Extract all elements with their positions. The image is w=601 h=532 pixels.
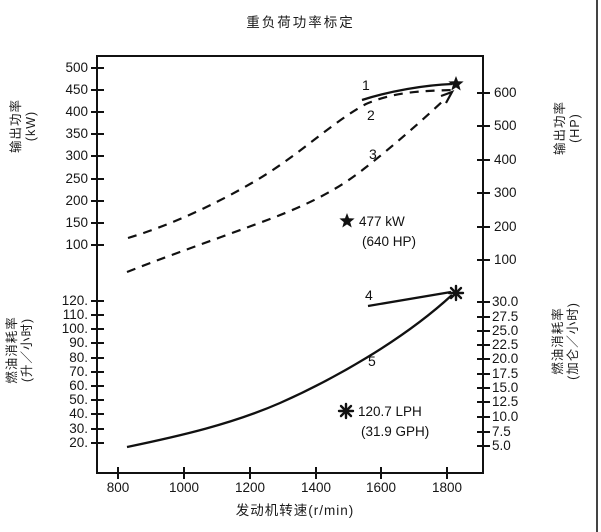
tick-label: 800 (106, 480, 130, 495)
tick-label: 250 (65, 171, 88, 186)
tick-label: 20. (69, 435, 88, 450)
tick-label: 300 (494, 185, 517, 200)
tick-label: 450 (65, 82, 88, 97)
curve-3 (126, 97, 447, 274)
asterisk-marker-plot (447, 284, 465, 302)
tick-label: 10.0 (492, 409, 519, 424)
tick-label: 100 (494, 252, 517, 267)
curve-label-4: 4 (365, 287, 373, 303)
tick-label: 200 (65, 193, 88, 208)
tick-label: 22.5 (492, 337, 519, 352)
curve-5 (126, 294, 453, 449)
axis-unit-text: (kW) (24, 110, 38, 142)
annotation-line: (640 HP) (362, 234, 417, 249)
tick-label: 1600 (365, 480, 397, 495)
tick-label: 200 (494, 219, 517, 234)
tick-label: 30. (69, 421, 88, 436)
tick-label: 1200 (234, 480, 266, 495)
annotation-rated-power: 477 kW (640 HP) (359, 212, 416, 252)
tick-label: 30.0 (492, 294, 519, 309)
annotation-line: 477 kW (359, 214, 405, 229)
axis-label-output-power-kw: 输出功率 (kW) (9, 91, 39, 161)
tick-label: 1000 (168, 480, 200, 495)
tick-label: 17.5 (492, 366, 519, 381)
axis-unit-text: (HP) (568, 113, 582, 143)
tick-label: 110. (62, 307, 88, 322)
asterisk-marker-legend (337, 402, 355, 420)
plot-frame (96, 55, 484, 474)
curve-3-arrowhead (440, 89, 455, 104)
tick-label: 1800 (431, 480, 463, 495)
tick-label: 350 (65, 126, 88, 141)
curve-4 (367, 290, 452, 308)
tick-label: 20.0 (492, 351, 519, 366)
tick-label: 60. (69, 378, 88, 393)
x-axis-ticks (117, 467, 448, 479)
axis-label-text: 输出功率 (553, 101, 567, 156)
axis-label-fuel-rate-gph: 燃油消耗率 (加仑／小时) (551, 295, 581, 387)
axis-unit-text: (加仑／小时) (566, 302, 580, 380)
tick-label: 120. (61, 293, 88, 308)
tick-label: 1400 (300, 480, 332, 495)
tick-label: 400 (494, 152, 517, 167)
tick-label: 600 (494, 85, 517, 100)
right-axis-ticks (477, 92, 490, 447)
curve-label-1: 1 (362, 77, 370, 93)
tick-label: 7.5 (492, 424, 511, 439)
axis-unit-text: (升／小时) (20, 317, 34, 383)
tick-label: 150 (65, 215, 88, 230)
curve-label-3: 3 (369, 146, 377, 162)
star-marker-legend (339, 213, 355, 228)
annotation-line: (31.9 GPH) (361, 424, 430, 439)
tick-label: 400 (65, 104, 88, 119)
left-axis-ticks (91, 67, 104, 444)
scan-edge-line (596, 0, 598, 532)
chart-title: 重负荷功率标定 (246, 15, 355, 30)
tick-label: 100 (65, 237, 88, 252)
curve-label-5: 5 (368, 353, 376, 369)
curve-label-2: 2 (367, 107, 375, 123)
annotation-fuel-consumption: 120.7 LPH (31.9 GPH) (358, 402, 429, 442)
tick-label: 80. (69, 350, 88, 365)
tick-label: 100. (61, 321, 88, 336)
tick-label: 500 (494, 118, 517, 133)
tick-label: 50. (69, 392, 88, 407)
curve-1 (361, 82, 453, 102)
x-axis-title: 发动机转速(r/min) (235, 503, 355, 518)
tick-label: 25.0 (492, 323, 519, 338)
tick-label: 70. (69, 364, 88, 379)
curve-2 (127, 88, 453, 240)
annotation-line: 120.7 LPH (358, 404, 422, 419)
tick-label: 300 (65, 148, 88, 163)
tick-label: 5.0 (492, 438, 511, 453)
star-marker-plot (448, 76, 464, 91)
tick-label: 500 (65, 60, 88, 75)
axis-label-fuel-rate-lph: 燃油消耗率 (升／小时) (5, 304, 35, 396)
tick-label: 12.5 (492, 394, 519, 409)
axis-label-text: 燃油消耗率 (5, 316, 19, 384)
tick-label: 40. (69, 406, 88, 421)
axis-label-text: 燃油消耗率 (551, 307, 565, 375)
axis-label-output-power-hp: 输出功率 (HP) (553, 93, 583, 163)
tick-label: 15.0 (492, 380, 519, 395)
axis-label-text: 输出功率 (9, 99, 23, 154)
tick-label: 90. (69, 335, 88, 350)
tick-label: 27.5 (492, 309, 519, 324)
